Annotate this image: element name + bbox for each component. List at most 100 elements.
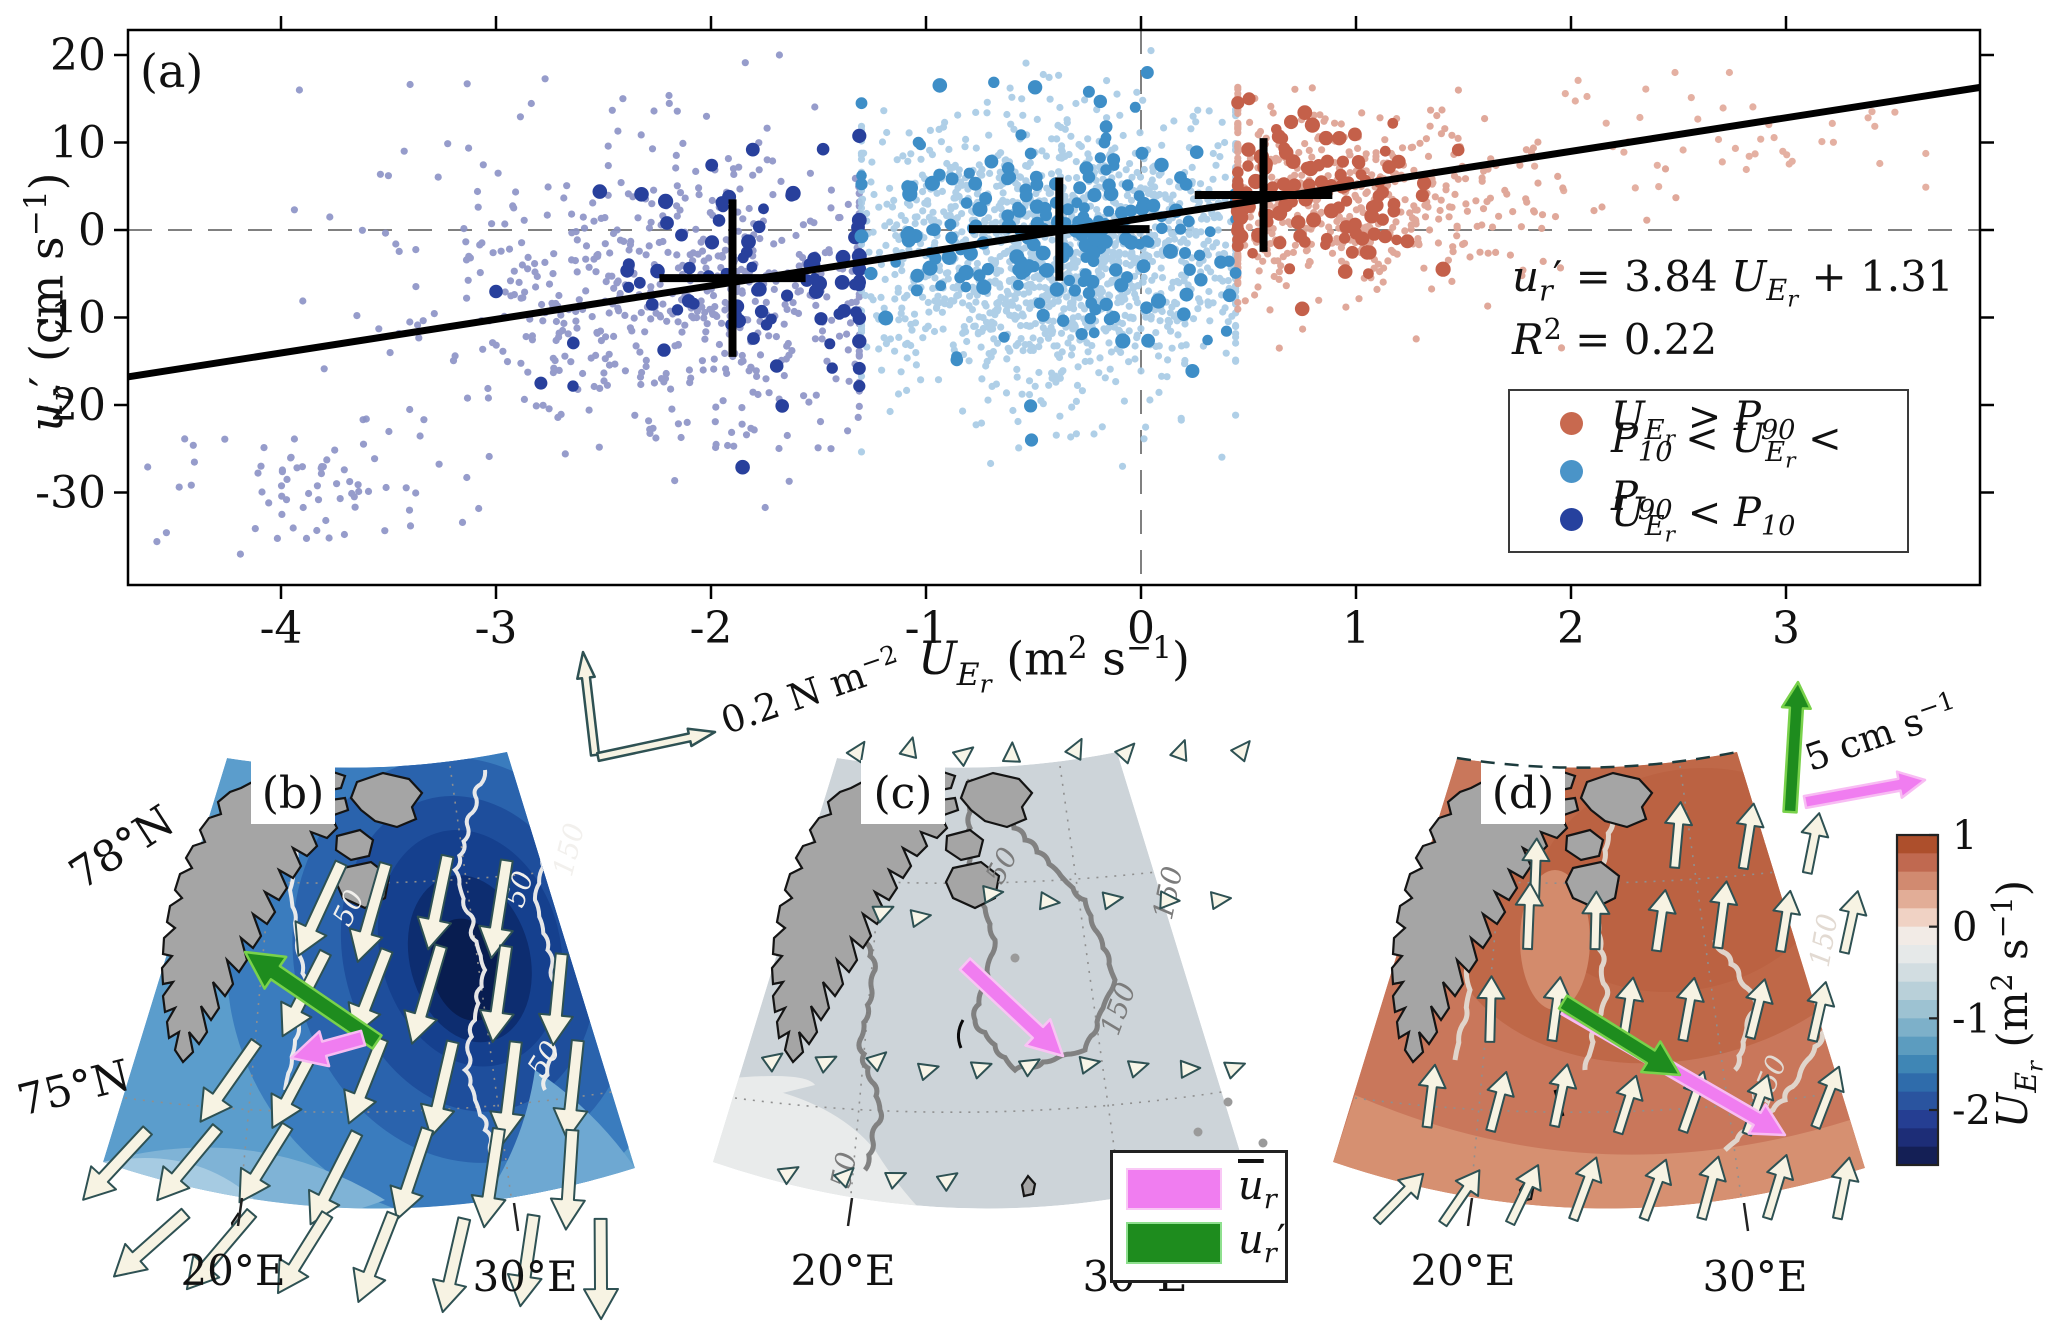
y-tick-label: -10 [35,293,106,344]
colorbar-band [1897,1128,1938,1148]
quiver-arrow [1762,1154,1794,1221]
quiver-arrow [952,746,975,767]
quiver-arrow [1159,890,1181,910]
land-polygon [770,768,960,1064]
land-polygon [349,771,424,829]
colorbar-band [1897,1073,1938,1093]
y-tick-label: -20 [35,380,106,431]
x-tick-label: 2 [1557,603,1585,654]
lon-ticks [1466,1197,1750,1232]
quiver-arrow [1709,880,1739,950]
quiver-arrow [113,1207,191,1278]
quiver-arrow [1744,978,1774,1040]
colorbar-band [1897,963,1938,983]
legend-label: P10 < UEr < P90 [1611,416,1842,526]
x-tick-label: -3 [475,603,518,654]
quiver-arrow [1830,1156,1860,1221]
quiver-arrow [884,1172,907,1190]
regression-equation: ur′ = 3.84 UEr + 1.31 [1512,252,1954,314]
quiver-arrow [1647,889,1677,953]
colorbar-frame [1895,833,1940,1167]
r-squared-value: R2 = 0.22 [1512,312,1718,364]
quiver-arrow [1002,741,1021,763]
quiver-arrow [1018,1058,1041,1078]
quiver-arrow [489,1040,525,1144]
colorbar-ticks: 1 0 -1 -2 [1929,813,1991,1134]
quiver-arrow [1485,1071,1515,1133]
panel-letter: (d) [1492,768,1555,819]
quiver-arrow [1064,737,1083,761]
land-polygon [1564,860,1621,910]
panel-letter-box [861,760,945,824]
quiver-arrows [1372,801,1868,1228]
quiver-arrow [1806,981,1836,1043]
colorbar-band [1897,1000,1938,1019]
panel-letter: (c) [874,768,933,819]
quiver-arrow [1179,1059,1202,1079]
scatter-cluster-mid-small [857,47,1240,470]
quiver-arrow [1101,891,1124,911]
mean-current-arrow [958,957,1065,1058]
quiver-arrow [1800,812,1830,875]
quiver-arrow [506,1213,543,1308]
y-tick-label: 0 [78,205,106,256]
contour-label: 150 [1803,911,1845,969]
plot-box [126,28,1982,587]
scatter-cluster-below-P10-tail [144,416,483,558]
y-tick-label: 10 [50,118,106,169]
scale-arrow [576,650,601,757]
land-polygon [944,828,985,862]
quiver-arrow [1581,890,1611,951]
quiver-arrow [416,853,455,951]
legend-item-mean-current: ur [1126,1163,1285,1215]
lon-label-30e: 30°E [472,1252,577,1301]
x-tick-label: -4 [260,603,303,654]
quiver-arrow [1417,1063,1447,1129]
quiver-arrow [1548,1063,1578,1128]
scale-arrow [1802,770,1927,810]
legend-item-mid: P10 < UEr < P90 [1560,416,1907,526]
quiver-arrow [538,952,574,1047]
panel-letter-box [1481,760,1565,824]
scale-arrow [1780,680,1812,814]
colorbar-band [1897,1110,1938,1129]
quiver-arrows [82,853,619,1321]
quiver-arrow [833,1167,855,1189]
mean-current-arrow [289,1029,367,1068]
quiver-arrow [552,1039,589,1141]
quiver-arrow [1810,1065,1845,1130]
y-tick-label: -30 [35,468,106,519]
colorbar-band [1897,890,1938,909]
land-polygon [1564,828,1605,862]
legend-label: ur′ [1238,1217,1286,1269]
quiver-arrow [1223,1061,1246,1080]
quiver-arrow [549,1128,586,1231]
quiver-arrow [1664,801,1693,869]
colorbar-tick-label: -2 [1952,1088,1991,1134]
x-tick-label: -1 [905,603,948,654]
station-dots [1010,953,1268,1148]
colorbar-band [1897,835,1938,854]
lon-labels: 20°E 30°E [1410,1246,1807,1301]
legend-item-above-p90: UEr > P90 [1560,394,1907,452]
axis-ticks [114,16,1994,599]
quiver-arrow [348,861,393,963]
quiver-arrow [1039,891,1061,911]
quiver-arrow [238,1121,294,1204]
quiver-arrow [470,1127,507,1229]
colorbar-band [1897,871,1938,891]
quiver-arrow [1169,739,1188,762]
panel-a-letter: (a) [140,44,204,98]
quiver-arrow [1505,1164,1542,1226]
quiver-arrow [478,944,515,1043]
x-tick-label: 3 [1772,603,1800,654]
current-arrows-legend: ur ur′ [1110,1150,1288,1283]
lon-ticks [236,1197,520,1232]
lon-label-20e: 20°E [180,1246,285,1295]
colorbar-tick-label: -1 [1952,996,1991,1042]
